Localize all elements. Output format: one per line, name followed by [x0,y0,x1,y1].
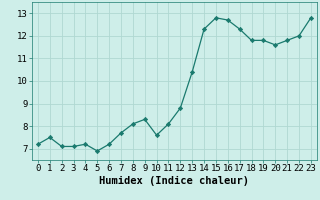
X-axis label: Humidex (Indice chaleur): Humidex (Indice chaleur) [100,176,249,186]
